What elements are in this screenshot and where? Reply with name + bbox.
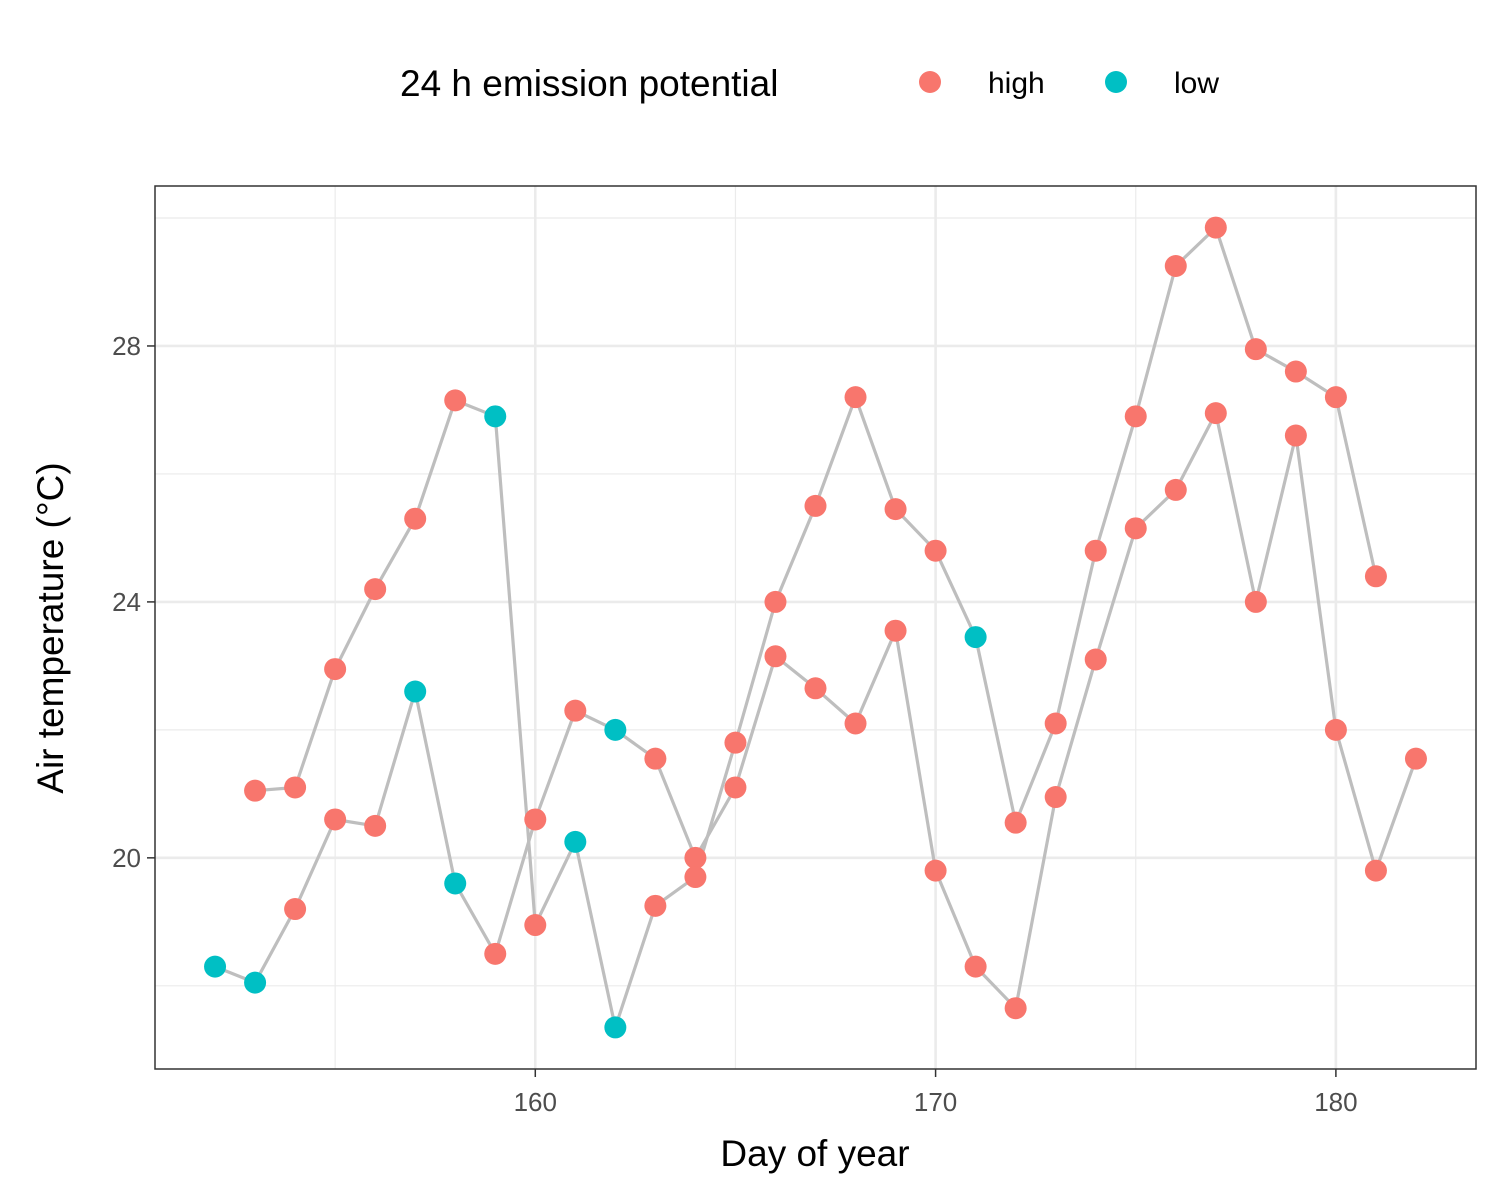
data-point-high xyxy=(564,699,587,722)
data-point-low xyxy=(564,830,587,853)
data-point-low xyxy=(244,971,267,994)
y-axis: 20 24 28 xyxy=(112,331,155,873)
data-point-high xyxy=(1124,405,1147,428)
data-point-high xyxy=(1044,712,1067,735)
data-point-high xyxy=(1404,747,1427,770)
data-point-high xyxy=(644,747,667,770)
data-point-high xyxy=(1164,254,1187,277)
data-point-high xyxy=(404,507,427,530)
data-point-high xyxy=(364,578,387,601)
legend-title: 24 h emission potential xyxy=(400,63,778,104)
data-point-low xyxy=(604,1016,627,1039)
data-points xyxy=(204,216,1427,1039)
y-tick-label: 24 xyxy=(112,587,141,617)
data-point-low xyxy=(204,955,227,978)
data-point-high xyxy=(884,498,907,521)
data-point-high xyxy=(684,846,707,869)
data-point-low xyxy=(604,718,627,741)
plot-panel xyxy=(155,186,1476,1069)
data-point-high xyxy=(324,808,347,831)
y-axis-title: Air temperature (°C) xyxy=(30,462,71,793)
data-point-high xyxy=(1204,402,1227,425)
data-point-high xyxy=(1364,859,1387,882)
data-point-high xyxy=(524,808,547,831)
x-tick-label: 160 xyxy=(514,1087,557,1117)
data-point-high xyxy=(924,859,947,882)
data-point-high xyxy=(524,914,547,937)
data-point-high xyxy=(684,866,707,889)
data-point-high xyxy=(1284,424,1307,447)
data-point-high xyxy=(364,814,387,837)
data-point-high xyxy=(1364,565,1387,588)
data-point-high xyxy=(644,894,667,917)
data-point-high xyxy=(1084,648,1107,671)
data-point-high xyxy=(884,619,907,642)
legend-key-low xyxy=(1105,71,1127,93)
data-point-high xyxy=(1324,386,1347,409)
data-point-low xyxy=(484,405,507,428)
y-tick-label: 28 xyxy=(112,331,141,361)
data-point-high xyxy=(844,712,867,735)
x-axis-title: Day of year xyxy=(720,1133,909,1174)
data-point-high xyxy=(324,658,347,681)
grid-minor xyxy=(155,186,1476,1069)
data-point-high xyxy=(724,731,747,754)
x-axis: 160 170 180 xyxy=(514,1069,1358,1117)
data-point-high xyxy=(804,677,827,700)
y-tick-label: 20 xyxy=(112,843,141,873)
x-tick-label: 170 xyxy=(914,1087,957,1117)
legend-entries: high low xyxy=(919,67,1219,100)
data-point-high xyxy=(804,494,827,517)
data-point-high xyxy=(1204,216,1227,239)
data-point-low xyxy=(964,626,987,649)
data-point-high xyxy=(764,590,787,613)
data-point-high xyxy=(1044,786,1067,809)
legend-key-high xyxy=(919,71,941,93)
data-point-high xyxy=(284,898,307,921)
data-point-high xyxy=(444,389,467,412)
data-point-high xyxy=(844,386,867,409)
data-point-high xyxy=(244,779,267,802)
data-point-high xyxy=(764,645,787,668)
data-point-high xyxy=(1004,997,1027,1020)
data-point-high xyxy=(1164,478,1187,501)
plot-panel-border xyxy=(154,185,1477,1070)
data-point-low xyxy=(444,872,467,895)
data-point-low xyxy=(404,680,427,703)
data-point-high xyxy=(1244,338,1267,361)
data-point-high xyxy=(1244,590,1267,613)
data-point-high xyxy=(1084,539,1107,562)
legend: 24 h emission potential high low xyxy=(400,63,1219,104)
data-point-high xyxy=(284,776,307,799)
data-point-high xyxy=(924,539,947,562)
data-point-high xyxy=(1004,811,1027,834)
legend-label-high: high xyxy=(988,67,1045,100)
data-point-high xyxy=(1124,517,1147,540)
data-point-high xyxy=(964,955,987,978)
data-point-high xyxy=(1324,718,1347,741)
legend-label-low: low xyxy=(1174,67,1219,100)
x-tick-label: 180 xyxy=(1314,1087,1357,1117)
data-point-high xyxy=(484,942,507,965)
data-point-high xyxy=(724,776,747,799)
data-point-high xyxy=(1284,360,1307,383)
